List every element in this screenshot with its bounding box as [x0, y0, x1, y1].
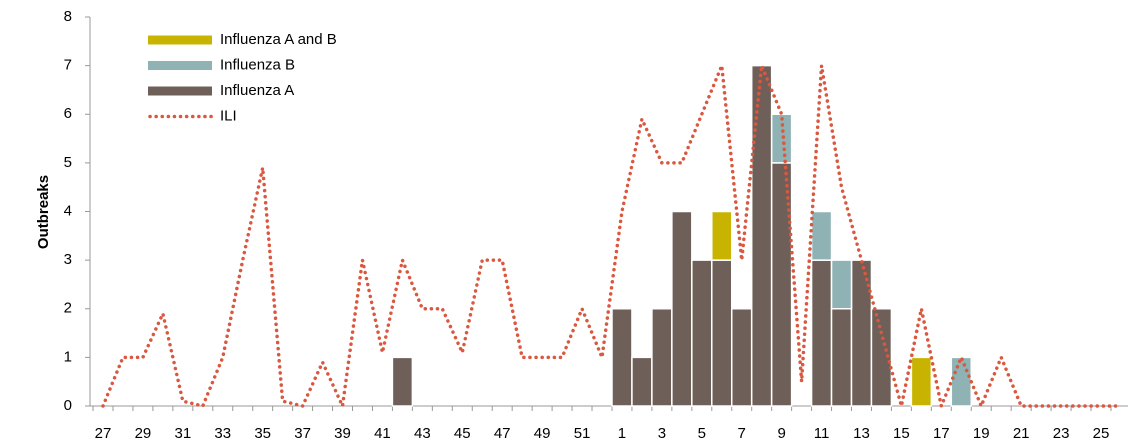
x-tick-label: 33	[214, 425, 231, 442]
bar	[711, 259, 733, 407]
x-tick-label: 27	[95, 425, 112, 442]
y-tick-label: 4	[64, 202, 72, 219]
x-tick-label: 3	[658, 425, 666, 442]
legend-label: Influenza A	[220, 82, 294, 99]
x-tick-label: 17	[933, 425, 950, 442]
bar	[711, 210, 733, 261]
x-tick-label: 49	[534, 425, 551, 442]
legend-swatch	[148, 86, 212, 96]
x-tick-label: 39	[334, 425, 351, 442]
bar	[611, 308, 633, 407]
bar	[391, 356, 414, 407]
legend-swatch	[148, 35, 212, 45]
bar	[770, 113, 793, 164]
y-tick-label: 5	[64, 154, 72, 171]
x-tick-label: 29	[135, 425, 152, 442]
x-tick-label: 7	[738, 425, 746, 442]
bar	[651, 308, 673, 407]
x-tick-label: 1	[618, 425, 626, 442]
y-tick-label: 6	[64, 105, 72, 122]
bar	[870, 308, 893, 407]
bar	[671, 210, 693, 407]
y-tick-label: 1	[64, 348, 72, 365]
bar	[810, 259, 833, 407]
bar	[950, 356, 973, 407]
y-tick-label: 3	[64, 251, 72, 268]
x-tick-label: 35	[254, 425, 271, 442]
x-tick-label: 31	[174, 425, 191, 442]
bar	[910, 356, 933, 407]
legend-swatch	[148, 61, 212, 70]
legend-label: Influenza B	[220, 56, 295, 73]
y-axis-label: Outbreaks	[35, 175, 52, 249]
bar	[830, 308, 853, 407]
bar	[750, 64, 773, 407]
y-tick-label: 8	[64, 8, 72, 25]
legend-label: Influenza A and B	[220, 31, 337, 48]
x-tick-label: 41	[374, 425, 391, 442]
x-tick-label: 11	[814, 425, 830, 442]
bar	[730, 308, 753, 407]
y-tick-label: 0	[64, 397, 72, 414]
x-tick-label: 47	[494, 425, 511, 442]
x-tick-label: 13	[853, 425, 870, 442]
x-tick-label: 45	[454, 425, 471, 442]
x-tick-label: 9	[777, 425, 785, 442]
bar	[691, 259, 713, 407]
y-tick-label: 2	[64, 300, 72, 317]
x-tick-label: 21	[1013, 425, 1030, 442]
legend-label: ILI	[220, 107, 237, 124]
bar	[830, 259, 853, 310]
bar	[631, 356, 653, 407]
x-tick-label: 23	[1053, 425, 1070, 442]
x-tick-label: 5	[698, 425, 706, 442]
x-tick-label: 25	[1093, 425, 1110, 442]
x-tick-label: 37	[294, 425, 311, 442]
x-tick-label: 15	[893, 425, 910, 442]
y-tick-label: 7	[64, 57, 72, 74]
x-tick-label: 19	[973, 425, 990, 442]
bar	[810, 210, 833, 261]
x-tick-label: 51	[574, 425, 591, 442]
x-tick-label: 43	[414, 425, 431, 442]
bar	[850, 259, 873, 407]
